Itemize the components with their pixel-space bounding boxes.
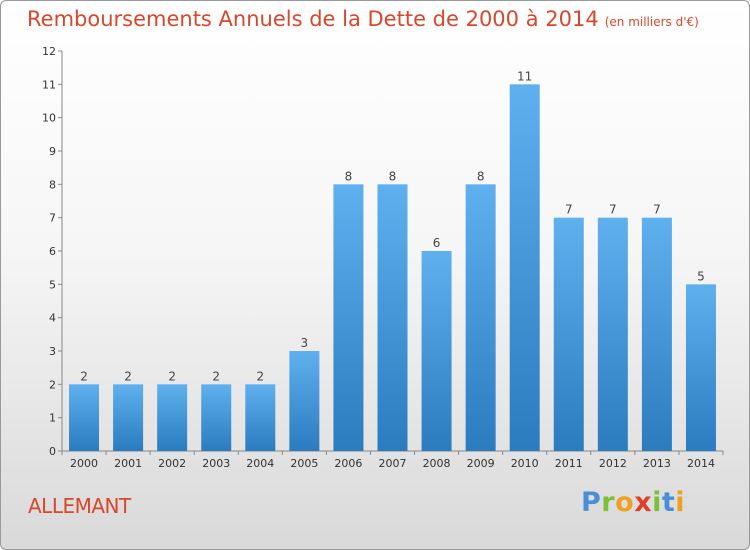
bar [597, 217, 628, 451]
bar-value-label: 3 [301, 336, 309, 350]
x-tick-label: 2008 [423, 457, 451, 470]
logo-letter: x [634, 487, 653, 518]
y-tick-label: 7 [49, 212, 56, 225]
y-tick-label: 11 [42, 78, 56, 91]
logo-letter: t [661, 487, 676, 518]
y-tick-label: 9 [49, 145, 56, 158]
y-tick-label: 4 [49, 312, 56, 325]
chart-title: Remboursements Annuels de la Dette de 20… [27, 7, 699, 31]
logo-letter: P [581, 487, 602, 518]
bar-value-label: 2 [124, 369, 132, 383]
y-tick-label: 6 [49, 245, 56, 258]
bar-value-label: 8 [389, 169, 397, 183]
chart-unit-label: (en milliers d'€) [604, 15, 699, 29]
y-tick-label: 8 [49, 178, 56, 191]
city-name: ALLEMANT [28, 494, 131, 518]
y-tick-label: 5 [49, 278, 56, 291]
logo-letter: r [601, 487, 616, 518]
bar-value-label: 2 [80, 369, 88, 383]
bar [421, 251, 452, 451]
y-tick-label: 2 [49, 378, 56, 391]
proxiti-logo[interactable]: Proxiti [581, 487, 685, 518]
x-tick-label: 2006 [334, 457, 362, 470]
bar-value-label: 8 [477, 169, 485, 183]
bar [685, 284, 716, 451]
x-axis: 2000 2001 2002 2003 2004 2005 2006 2007 2008 2009… [61, 450, 724, 470]
bar-value-label: 2 [256, 369, 264, 383]
x-tick-label: 2014 [687, 457, 715, 470]
logo-letter: o [615, 487, 635, 518]
x-tick-label: 2002 [158, 457, 186, 470]
bar [289, 351, 320, 451]
x-tick-label: 2000 [70, 457, 98, 470]
bar-value-label: 7 [609, 203, 617, 217]
x-tick-label: 2004 [246, 457, 274, 470]
x-tick-label: 2003 [202, 457, 230, 470]
bar [113, 384, 144, 451]
chart-title-text: Remboursements Annuels de la Dette de 20… [27, 7, 599, 31]
bar [377, 184, 408, 452]
bar [157, 384, 188, 451]
bar-value-label: 5 [697, 269, 705, 283]
bar [641, 217, 672, 451]
bar [333, 184, 364, 452]
bar-value-label: 6 [433, 236, 441, 250]
bar-value-label: 2 [212, 369, 220, 383]
bar [245, 384, 276, 451]
x-tick-label: 2011 [555, 457, 583, 470]
x-tick-label: 2012 [599, 457, 627, 470]
bar-value-label: 7 [565, 203, 573, 217]
bars [69, 84, 716, 452]
y-tick-label: 0 [49, 445, 56, 458]
y-tick-label: 3 [49, 345, 56, 358]
y-tick-label: 12 [42, 45, 56, 58]
bar-value-label: 8 [345, 169, 353, 183]
x-tick-label: 2005 [290, 457, 318, 470]
y-tick-label: 10 [42, 112, 56, 125]
bar [465, 184, 496, 452]
y-tick-label: 1 [49, 412, 56, 425]
logo-letter: i [675, 487, 686, 518]
bar [509, 84, 540, 451]
bar-value-label: 2 [168, 369, 176, 383]
bar [201, 384, 232, 451]
x-tick-label: 2007 [379, 457, 407, 470]
x-tick-label: 2009 [467, 457, 495, 470]
bar [553, 217, 584, 451]
x-tick-label: 2013 [643, 457, 671, 470]
x-tick-label: 2010 [511, 457, 539, 470]
bar-value-label: 7 [653, 203, 661, 217]
bar-value-label: 11 [517, 69, 532, 83]
x-tick-label: 2001 [114, 457, 142, 470]
bar [69, 384, 100, 451]
value-labels: 2 2 2 2 2 3 8 8 6 8 11 7 7 7 5 [80, 69, 705, 383]
logo-letter: i [652, 487, 662, 518]
